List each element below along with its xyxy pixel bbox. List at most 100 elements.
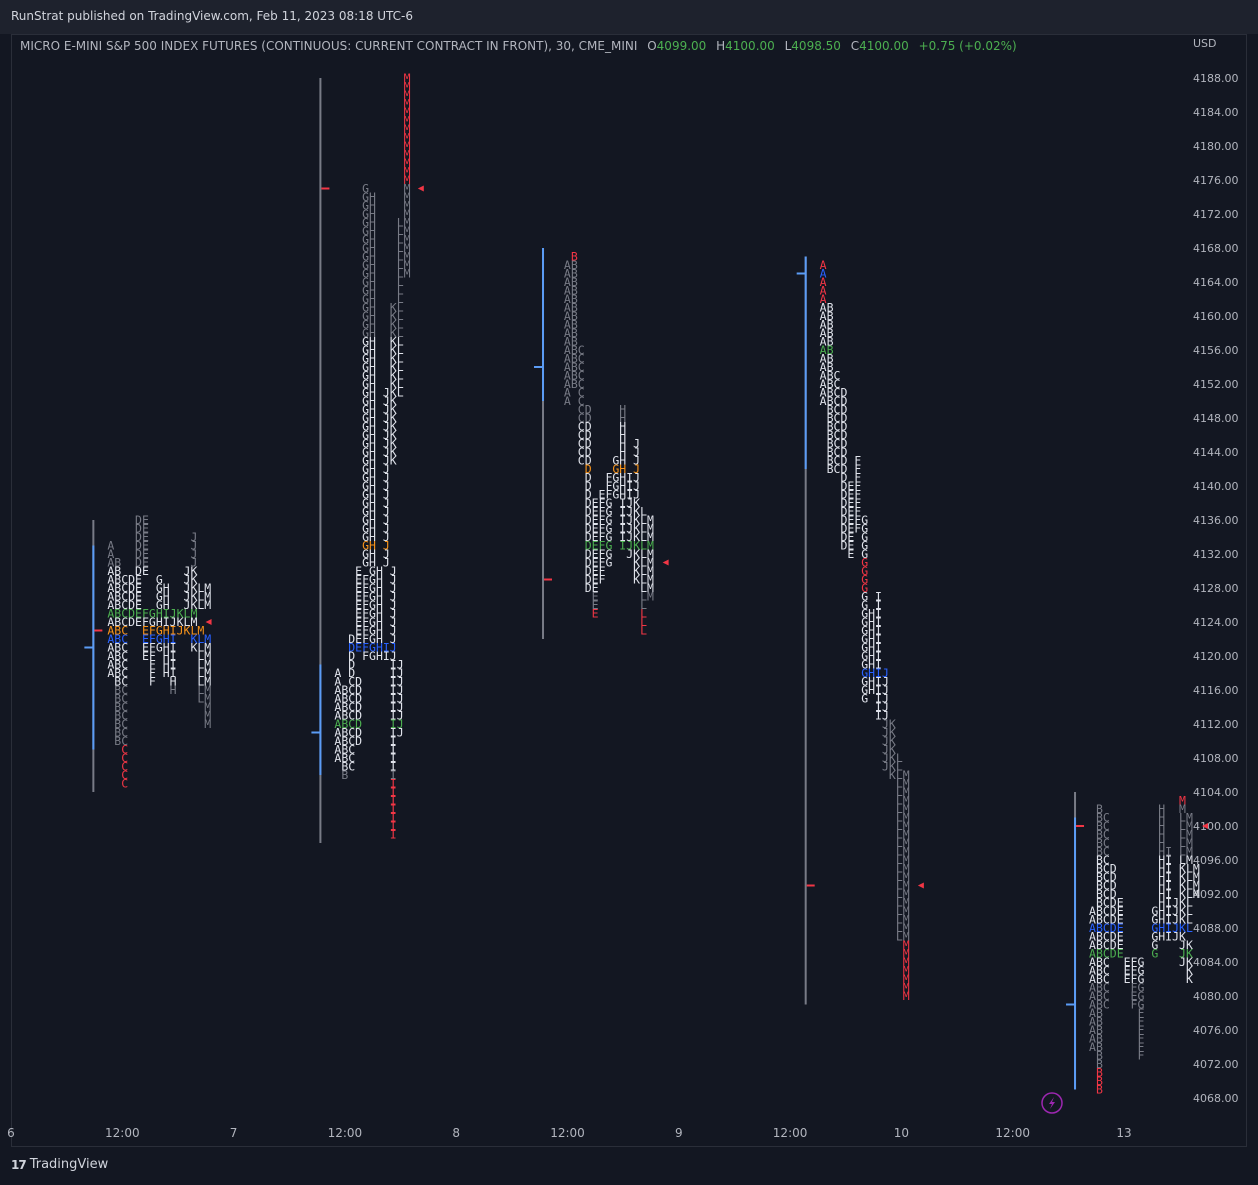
tpo-row: M — [820, 955, 910, 969]
symbol-legend[interactable]: MICRO E-MINI S&P 500 INDEX FUTURES (CONT… — [20, 39, 1017, 53]
tpo-row: GH J — [334, 462, 389, 476]
symbol-name[interactable]: MICRO E-MINI S&P 500 INDEX FUTURES (CONT… — [20, 39, 638, 53]
tpo-row: AB — [557, 267, 578, 281]
tpo-row: GHI — [820, 624, 882, 638]
tpo-row: LM — [820, 828, 910, 842]
tpo-row: IJ — [820, 709, 889, 723]
tpo-row: GH JK — [334, 445, 396, 459]
tpo-row: BC H LM — [1089, 811, 1193, 825]
tpo-row: M — [820, 947, 910, 961]
tpo-row: GH J — [334, 471, 389, 485]
tpo-row: A CD IJ — [334, 675, 403, 689]
tpo-row: JK — [820, 743, 896, 757]
tpo-row: BCD — [820, 428, 848, 442]
tpo-row: GH KL — [334, 343, 403, 357]
tpo-row: E LM — [557, 590, 654, 604]
tpo-row: M — [334, 71, 410, 85]
tpo-row: C — [107, 777, 128, 791]
tpo-row: GHIJ — [820, 675, 889, 689]
tpo-row: ABC FG — [1089, 998, 1144, 1012]
lightning-circle-icon[interactable] — [1041, 1092, 1063, 1114]
tpo-row: AB — [820, 301, 834, 315]
tpo-row: CD H — [557, 411, 626, 425]
x-tick-label: 7 — [230, 1126, 238, 1140]
tpo-row: GHI — [820, 649, 882, 663]
tpo-row: GH KL — [334, 326, 403, 340]
tpo-row: M — [334, 97, 410, 111]
tpo-row: M — [820, 964, 910, 978]
tpo-row: LM — [820, 930, 910, 944]
tpo-row: M — [334, 173, 410, 187]
tpo-row: ABC F HI LM — [107, 666, 211, 680]
tpo-row: GH J — [334, 556, 389, 570]
y-tick-label: 4160.00 — [1193, 310, 1239, 323]
tpo-row: L — [557, 615, 647, 629]
currency-label[interactable]: USD — [1193, 37, 1217, 50]
tpo-row: AB F — [1089, 1015, 1144, 1029]
tpo-row: ABC — [820, 377, 841, 391]
tpo-row: GH L — [334, 292, 403, 306]
tpo-row: LM — [820, 836, 910, 850]
tpo-row: D EFGHIJ — [557, 488, 640, 502]
tpo-row: DEF KLM — [557, 573, 654, 587]
chart-frame[interactable] — [11, 34, 1247, 1147]
tpo-row: CD H — [557, 420, 626, 434]
tpo-row: AB — [820, 326, 834, 340]
tpo-row: G I — [820, 598, 882, 612]
tpo-row: GH J — [334, 530, 389, 544]
x-tick-label: 12:00 — [773, 1126, 808, 1140]
tpo-row: C — [107, 751, 128, 765]
tpo-row: BCD HI KLM — [1089, 879, 1200, 893]
tradingview-logo-icon: 𝟭𝟳 — [11, 1157, 27, 1172]
tpo-row: BC F H LM — [107, 675, 211, 689]
tpo-row: M — [820, 989, 910, 1003]
tpo-row: AB — [557, 284, 578, 298]
tpo-row: BC M — [107, 700, 211, 714]
tpo-row: GH J — [334, 522, 389, 536]
tpo-row: GH KL — [334, 377, 403, 391]
tpo-row: JKL — [820, 760, 903, 774]
tpo-row: ABC EFG K — [1089, 972, 1193, 986]
high-value: 4100.00 — [725, 39, 775, 53]
tpo-row: A DE J — [107, 539, 197, 553]
tpo-row: GH KL — [334, 335, 403, 349]
tpo-row: GH LM — [334, 258, 410, 272]
tpo-row: ABC EFG JK — [1089, 955, 1193, 969]
footer-brand[interactable]: 𝟭𝟳 TradingView — [11, 1157, 108, 1172]
tpo-row: GH LM — [334, 241, 410, 255]
tpo-row: CD H J — [557, 437, 640, 451]
lightning-icon — [1049, 1097, 1055, 1109]
tpo-row: D GH J — [557, 462, 640, 476]
tpo-row: DEFG JKLM — [557, 547, 654, 561]
tpo-row: BCD HI KLM — [1089, 862, 1200, 876]
close-label: C — [850, 39, 860, 53]
tpo-row: BCD F — [820, 462, 862, 476]
tpo-row: ABC — [557, 360, 585, 374]
close-marker-icon — [662, 559, 669, 566]
tpo-row: BCD — [820, 445, 848, 459]
tpo-row: GHI — [820, 632, 882, 646]
tpo-row: ABC EFGHIJKLM — [107, 624, 204, 638]
y-tick-label: 4124.00 — [1193, 616, 1239, 629]
tpo-row: GH J — [334, 505, 389, 519]
tpo-row: DEFG IJKL — [557, 505, 647, 519]
tpo-row: M — [334, 80, 410, 94]
tpo-row: E L — [557, 607, 647, 621]
tpo-row: B — [557, 250, 578, 264]
publish-bar: RunStrat published on TradingView.com, F… — [0, 0, 1258, 34]
tpo-row: AB F — [1089, 1023, 1144, 1037]
open-value: 4099.00 — [656, 39, 707, 53]
tpo-row: DE — [107, 522, 149, 536]
x-tick-label: 6 — [7, 1126, 15, 1140]
tpo-row: D FGHIJ — [557, 479, 640, 493]
tpo-row: BC I — [334, 760, 396, 774]
tpo-row: B — [1089, 1074, 1103, 1088]
tpo-row: ABCD — [820, 394, 848, 408]
tpo-row: JK — [820, 726, 896, 740]
tpo-row: LM — [820, 777, 910, 791]
tpo-row: ABC — [557, 343, 585, 357]
tpo-row: GH JK — [334, 394, 396, 408]
tpo-row: BC LM — [107, 692, 211, 706]
tpo-row: GH LM — [334, 267, 410, 281]
